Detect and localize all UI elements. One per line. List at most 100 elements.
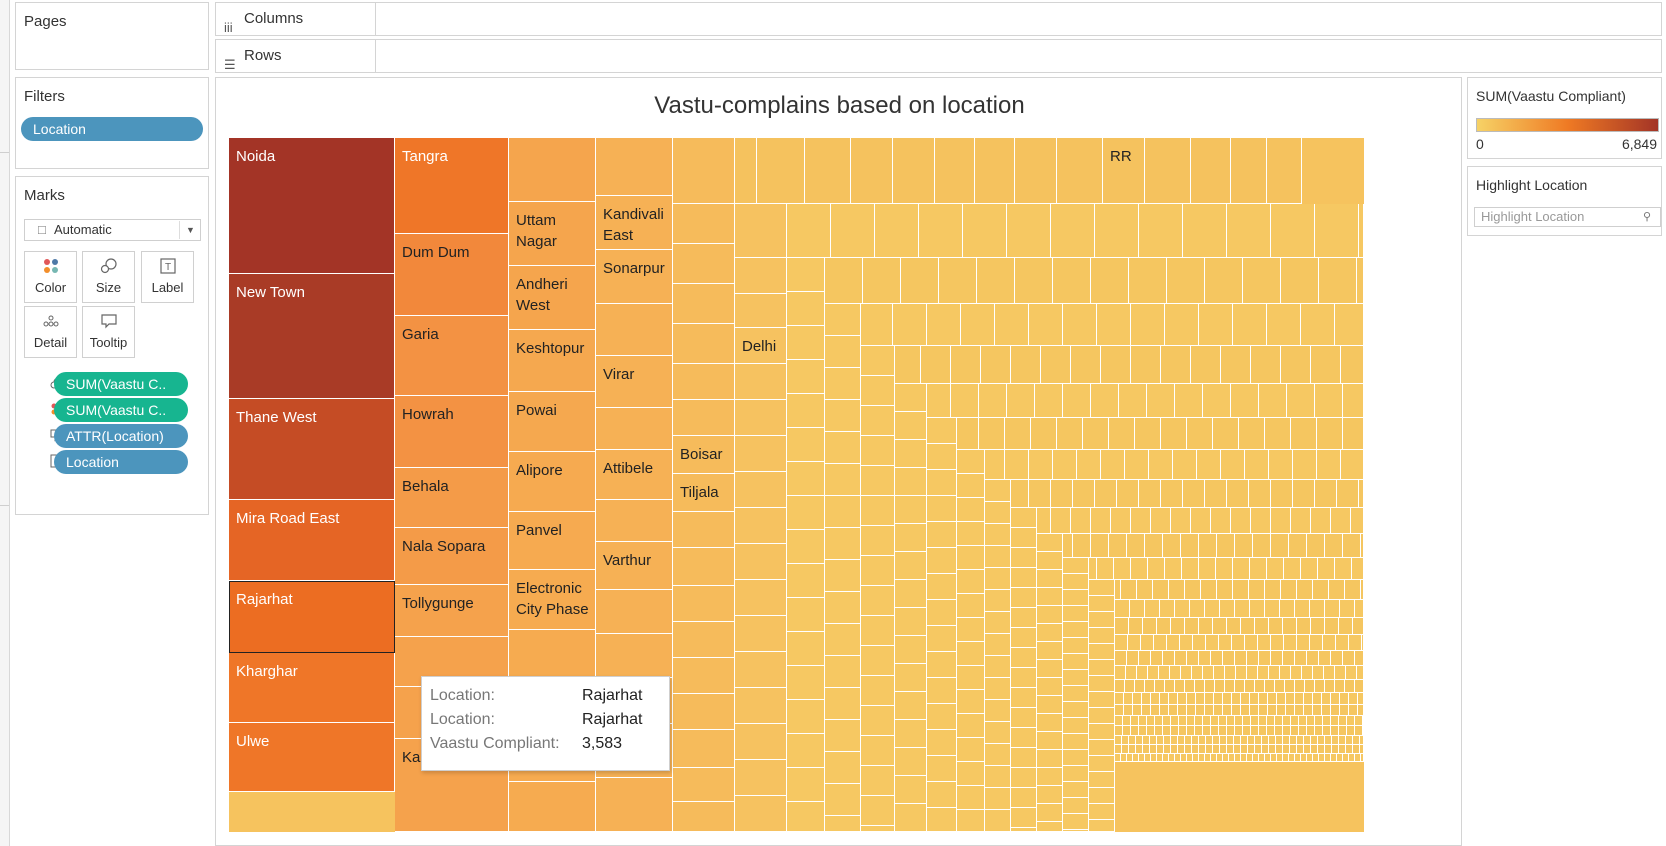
treemap-cell[interactable]	[1307, 754, 1313, 762]
treemap-cell[interactable]	[985, 612, 1011, 634]
treemap-cell[interactable]	[1011, 788, 1037, 808]
treemap-cell[interactable]	[1011, 568, 1037, 588]
treemap-cell[interactable]	[1250, 705, 1259, 716]
marks-pill-size[interactable]: SUM(Vaastu C..	[54, 372, 188, 396]
treemap-cell[interactable]	[1211, 508, 1231, 534]
treemap-cell[interactable]	[1051, 204, 1095, 258]
treemap-cell[interactable]	[1175, 600, 1190, 618]
treemap-cell[interactable]	[1293, 450, 1317, 480]
treemap-cell[interactable]	[825, 304, 861, 336]
treemap-cell[interactable]	[831, 204, 875, 258]
treemap-cell[interactable]	[1063, 814, 1089, 830]
treemap-cell[interactable]	[1161, 418, 1187, 450]
treemap-cell[interactable]	[1277, 693, 1286, 705]
treemap-cell[interactable]	[957, 810, 985, 832]
treemap-cell[interactable]	[985, 700, 1011, 722]
treemap-cell[interactable]	[1115, 736, 1122, 745]
color-button[interactable]: Color	[24, 251, 77, 303]
treemap-cell[interactable]	[1233, 304, 1267, 346]
treemap-cell[interactable]	[1063, 384, 1091, 418]
treemap-cell[interactable]	[1358, 693, 1364, 705]
treemap-cell[interactable]	[1011, 668, 1037, 688]
treemap-cell[interactable]	[1259, 754, 1265, 762]
treemap-cell[interactable]	[1318, 736, 1325, 745]
treemap-cell[interactable]	[1267, 716, 1275, 726]
treemap-cell[interactable]	[1037, 624, 1063, 642]
treemap-cell[interactable]	[1335, 558, 1352, 580]
treemap-cell[interactable]	[957, 714, 985, 738]
treemap-cell[interactable]	[673, 324, 735, 364]
treemap-cell[interactable]	[1271, 480, 1293, 508]
treemap-cell[interactable]	[1073, 534, 1091, 558]
treemap-cell[interactable]	[787, 734, 825, 768]
treemap-cell[interactable]	[895, 664, 927, 692]
treemap-cell[interactable]	[787, 394, 825, 428]
treemap-cell-tollygunge[interactable]: Tollygunge	[395, 585, 509, 637]
treemap-cell[interactable]	[1343, 418, 1364, 450]
treemap-cell[interactable]	[1346, 745, 1353, 754]
treemap-cell[interactable]	[957, 618, 985, 642]
treemap-cell[interactable]	[1143, 736, 1150, 745]
treemap-cell[interactable]	[1315, 480, 1337, 508]
treemap-cell[interactable]	[1161, 480, 1183, 508]
treemap-cell[interactable]	[1011, 508, 1037, 528]
marks-card[interactable]: Marks □ Automatic ▼ Color Size T Label D…	[15, 176, 209, 515]
treemap-cell[interactable]	[787, 802, 825, 832]
treemap-cell[interactable]	[787, 428, 825, 462]
treemap-cell[interactable]	[1073, 480, 1095, 508]
treemap-cell[interactable]	[1248, 736, 1255, 745]
treemap-cell[interactable]	[863, 258, 901, 304]
treemap-cell[interactable]	[1117, 480, 1139, 508]
treemap-cell[interactable]	[1089, 628, 1115, 644]
treemap-cell[interactable]	[1171, 618, 1185, 635]
label-button[interactable]: T Label	[141, 251, 194, 303]
treemap-cell[interactable]	[787, 326, 825, 360]
treemap-cell[interactable]	[1199, 736, 1206, 745]
treemap-cell[interactable]	[1115, 651, 1127, 666]
treemap-cell[interactable]	[1203, 726, 1211, 736]
treemap-cell[interactable]	[985, 788, 1011, 810]
treemap-cell[interactable]	[1231, 138, 1267, 204]
treemap-cell[interactable]	[1325, 754, 1331, 762]
treemap-cell[interactable]	[735, 294, 787, 328]
treemap-cell[interactable]	[927, 574, 957, 600]
treemap-cell[interactable]	[1346, 666, 1357, 680]
treemap-cell[interactable]	[1169, 705, 1178, 716]
treemap-cell[interactable]	[1037, 660, 1063, 678]
treemap-cell[interactable]	[825, 258, 863, 304]
treemap-cell[interactable]	[1313, 693, 1322, 705]
treemap-cell[interactable]	[1089, 644, 1115, 660]
treemap-cell[interactable]	[1286, 705, 1295, 716]
treemap-cell[interactable]	[1253, 534, 1271, 558]
treemap-cell[interactable]	[1191, 508, 1211, 534]
treemap-cell[interactable]	[985, 656, 1011, 678]
treemap-cell[interactable]	[1136, 736, 1143, 745]
treemap-cell-nala-sopara[interactable]: Nala Sopara	[395, 528, 509, 585]
treemap-cell[interactable]	[1089, 692, 1115, 708]
treemap-cell[interactable]	[1089, 708, 1115, 724]
treemap-cell[interactable]	[1287, 384, 1315, 418]
treemap-cell[interactable]	[1221, 346, 1251, 384]
treemap-cell[interactable]	[1310, 635, 1323, 651]
treemap-cell[interactable]	[1355, 716, 1363, 726]
treemap-cell[interactable]	[1029, 480, 1051, 508]
treemap-cell[interactable]	[1131, 726, 1139, 736]
treemap-cell[interactable]	[596, 634, 673, 678]
treemap-cell[interactable]	[1290, 736, 1297, 745]
treemap-cell[interactable]	[1123, 716, 1131, 726]
treemap-cell[interactable]	[1131, 558, 1148, 580]
treemap-cell[interactable]	[1199, 618, 1213, 635]
treemap-cell[interactable]	[1281, 258, 1319, 304]
treemap-cell[interactable]	[921, 346, 951, 384]
treemap-cell[interactable]	[1267, 558, 1284, 580]
treemap-cell[interactable]	[673, 138, 735, 204]
treemap-cell[interactable]	[1131, 346, 1161, 384]
treemap-cell[interactable]	[1277, 754, 1283, 762]
treemap-cell[interactable]	[1291, 716, 1299, 726]
treemap-cell[interactable]	[1145, 138, 1191, 204]
treemap-cell[interactable]	[1355, 726, 1363, 736]
treemap-cell[interactable]	[1011, 748, 1037, 768]
treemap-cell[interactable]	[1331, 726, 1339, 736]
treemap-cell[interactable]	[1139, 651, 1151, 666]
treemap-cell[interactable]	[1011, 608, 1037, 628]
